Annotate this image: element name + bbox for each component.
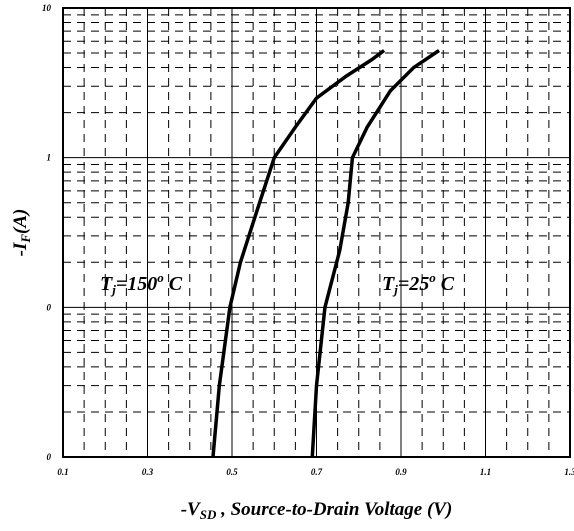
y-tick-label: 10 xyxy=(42,3,52,13)
y-tick-label: 0 xyxy=(47,452,52,462)
y-tick-label: 1 xyxy=(47,153,52,163)
y-axis-label-part: (A) xyxy=(10,209,31,234)
annotation-part: T xyxy=(382,273,395,295)
y-axis-label-part: F xyxy=(18,234,33,244)
annotation-part: j xyxy=(392,282,398,297)
y-tick-label: 0 xyxy=(47,302,52,312)
annotation-part: =150 xyxy=(116,273,157,295)
x-axis-label-part: SD xyxy=(200,507,217,522)
plot-frame xyxy=(62,7,571,458)
x-tick-label: 0.5 xyxy=(226,467,238,477)
annotation: Tj=25o C xyxy=(382,270,455,297)
x-axis-label: -VSD , Source-to-Drain Voltage (V) xyxy=(181,499,453,522)
curve xyxy=(310,49,441,458)
x-tick-label: 0.3 xyxy=(142,467,154,477)
annotation-part: o xyxy=(429,270,436,285)
x-axis-label-part: -V xyxy=(181,499,201,520)
annotation-part: j xyxy=(110,282,116,297)
y-axis-label-part: -I xyxy=(10,242,31,256)
annotation-part: T xyxy=(100,273,113,295)
annotation-part: =25 xyxy=(398,273,429,295)
annotation-part: C xyxy=(164,273,183,295)
x-tick-label: 1.1 xyxy=(480,467,491,477)
x-tick-label: 0.7 xyxy=(311,467,323,477)
y-axis-label: -IF(A) xyxy=(10,209,33,257)
x-tick-label: 1.3 xyxy=(564,467,574,477)
curve xyxy=(211,49,386,458)
x-tick-label: 0.1 xyxy=(57,467,68,477)
annotation: Tj=150o C xyxy=(100,270,183,297)
x-axis-label-part: , Source-to-Drain Voltage (V) xyxy=(216,499,452,520)
annotation-part: o xyxy=(157,270,164,285)
annotation-part: C xyxy=(436,273,455,295)
x-tick-label: 0.9 xyxy=(395,467,407,477)
